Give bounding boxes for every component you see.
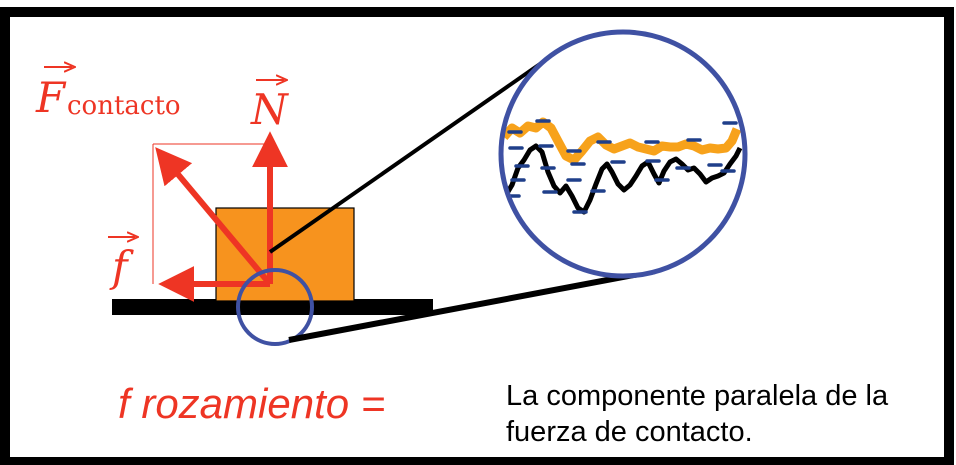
contact-force-subscript: contacto xyxy=(67,91,181,121)
magnified-surfaces xyxy=(501,32,745,276)
component-guides xyxy=(152,143,270,284)
ground-surface xyxy=(112,299,433,315)
description-line-1: La componente paralela de la xyxy=(506,380,889,412)
normal-force-symbol: N xyxy=(250,85,289,134)
contact-force-symbol: F xyxy=(35,73,67,122)
friction-description: La componente paralela de la fuerza de c… xyxy=(506,378,946,450)
charge-marks xyxy=(505,119,738,214)
zoom-line-bottom xyxy=(288,268,656,343)
outer-frame xyxy=(0,7,954,465)
normal-force-label: N xyxy=(250,80,289,134)
friction-force-symbol: f xyxy=(109,242,134,291)
zoom-line-top xyxy=(268,55,552,254)
block xyxy=(215,207,355,302)
friction-formula-label: f rozamiento = xyxy=(118,380,386,427)
contact-force-label: F contacto xyxy=(35,67,181,122)
lower-surface-profile xyxy=(503,143,743,215)
friction-force-label: f xyxy=(108,237,135,291)
contact-region-circle xyxy=(236,268,314,346)
contact-force-arrow xyxy=(155,147,273,286)
description-line-2: fuerza de contacto. xyxy=(506,416,753,448)
magnified-view-circle xyxy=(498,29,748,279)
